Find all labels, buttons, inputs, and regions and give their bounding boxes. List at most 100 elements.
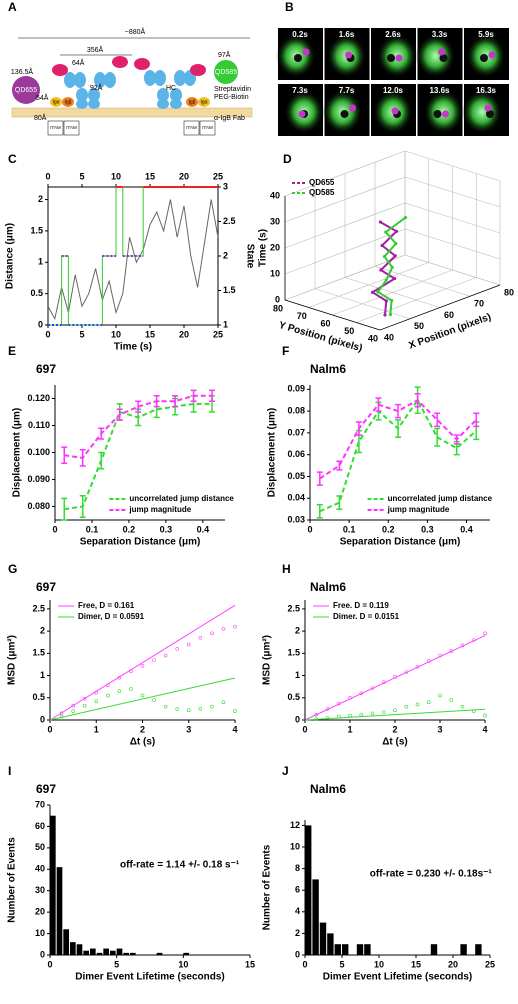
point [94, 690, 99, 695]
x-tick-label: 0.2 [382, 524, 395, 534]
point [325, 715, 330, 720]
x-tick-label: 0 [45, 171, 50, 181]
panel-letter: A [8, 0, 17, 14]
y2-tick-label: 1.5 [223, 285, 236, 295]
x-axis-title: Separation Distance (μm) [340, 537, 461, 548]
x-tick-label: 20 [448, 959, 458, 969]
bar [56, 867, 63, 955]
y-tick-label: 0.04 [287, 493, 305, 503]
point [483, 631, 487, 636]
y-tick-label: 0.09 [287, 384, 305, 394]
legend-label: Dimer. D = 0.0151 [333, 612, 400, 621]
antibody [64, 70, 196, 109]
point [460, 643, 465, 648]
frame-time: 7.7s [339, 86, 355, 95]
y-tick-label: 6 [295, 885, 300, 895]
y-tick-label: 2 [295, 928, 300, 938]
series-line [47, 199, 219, 321]
point [140, 693, 145, 698]
legend-label: QD585 [309, 188, 335, 197]
x-tick-label: 15 [411, 959, 421, 969]
point [163, 704, 168, 709]
point [376, 290, 380, 294]
error-bar [79, 449, 86, 467]
point [438, 653, 442, 658]
panel-letter: G [8, 562, 17, 576]
point [152, 698, 156, 702]
z-axis-title: Time (s) [258, 229, 269, 267]
x-tick-label: 3 [437, 724, 442, 734]
label: HC [166, 85, 176, 92]
x-tick-label: 5 [114, 959, 119, 969]
bar [342, 944, 349, 955]
y-axis-title: Distance (μm) [5, 223, 16, 289]
x-tick-label: 40 [384, 332, 394, 342]
bar [356, 944, 364, 955]
y-tick-label: 80 [273, 303, 283, 313]
point [390, 265, 394, 269]
x-axis-title: Δt (s) [130, 737, 156, 748]
y-tick-label: 60 [35, 821, 45, 831]
point [82, 696, 87, 701]
x-tick-label: 0 [47, 959, 52, 969]
error-bar [434, 427, 441, 447]
y-axis-title: MSD (μm²) [262, 635, 273, 685]
spot [345, 51, 352, 59]
x-tick-label: 0.1 [343, 524, 356, 534]
spot [298, 110, 306, 118]
y-tick-label: 70 [35, 799, 45, 809]
bar [430, 944, 438, 955]
spot [294, 54, 302, 62]
legend-label: Free, D = 0.161 [78, 601, 135, 610]
x-tick-label: 15 [145, 329, 155, 339]
y-tick-label: 0 [40, 714, 45, 724]
spot [462, 90, 502, 134]
x-axis-title: Δt (s) [382, 737, 408, 748]
panel-letter: I [8, 764, 11, 778]
y-tick-label: 0.08 [287, 406, 305, 416]
y2-tick-label: 2 [223, 250, 228, 260]
grid-line [356, 277, 477, 323]
y-tick-label: 4 [295, 906, 300, 916]
annotation: off-rate = 1.14 +/- 0.18 s⁻¹ [120, 860, 240, 871]
point [394, 229, 399, 233]
panel-a: A ~880Å 356Å 64Å QD655 136.5Å 54Å 80Å 92… [8, 0, 253, 136]
point [404, 670, 409, 674]
y-axis-title: Displacement (μm) [12, 408, 23, 497]
x-tick-label: 10 [374, 959, 384, 969]
y-tick-label: 0.100 [27, 447, 50, 457]
point [152, 658, 156, 662]
point [175, 647, 179, 651]
axis [379, 284, 501, 331]
x-tick-label: 0.2 [123, 524, 136, 534]
point [379, 268, 383, 272]
label: QD585 [215, 69, 237, 76]
x-tick-label: 4 [482, 724, 487, 734]
point [483, 713, 487, 718]
label: ITAM [202, 125, 213, 130]
error-bar [172, 395, 179, 408]
bar [110, 950, 116, 955]
spot [387, 54, 395, 62]
bar [123, 952, 129, 955]
point [186, 708, 191, 713]
error-bar [336, 495, 343, 510]
point [471, 638, 476, 642]
legend-label: uncorrelated jump distance [388, 494, 493, 503]
y-tick-label: 0.080 [27, 501, 50, 511]
y-tick-label: 10 [35, 928, 45, 938]
point [378, 220, 382, 224]
y-tick-label: 0.03 [287, 514, 305, 524]
panel-title: Nalm6 [310, 362, 346, 376]
bar [156, 952, 163, 955]
panel-title: 697 [36, 362, 56, 376]
x-tick-label: 10 [111, 171, 121, 181]
x-tick-label: 0 [47, 724, 52, 734]
point [221, 700, 226, 705]
error-bar [336, 460, 343, 471]
x-tick-label: 1 [347, 724, 352, 734]
y-tick-label: 2 [40, 625, 45, 635]
point [394, 242, 398, 246]
point [415, 664, 420, 669]
